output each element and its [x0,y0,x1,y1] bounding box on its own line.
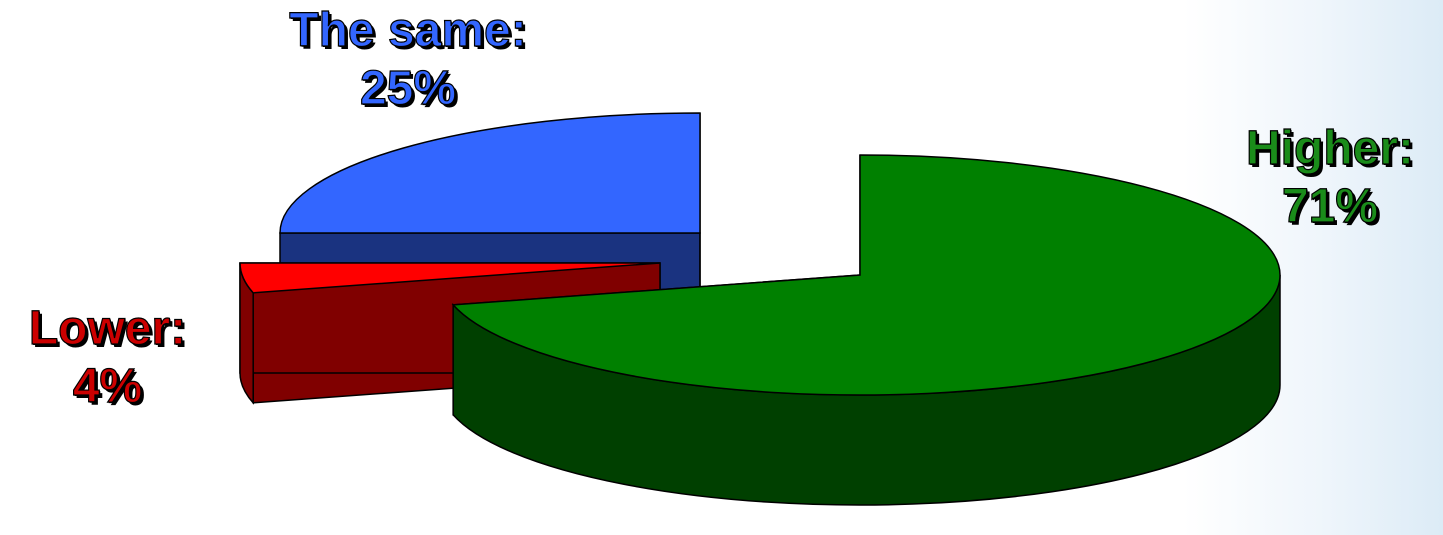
pie-slice-tops [239,112,1281,506]
data-label-the-same-name: The same: [289,3,528,57]
pie-slice-the-same-top [279,112,701,234]
data-label-the-same-value: 25% [359,61,457,115]
data-label-lower-name: Lower: [28,301,187,355]
data-label-higher-name: Higher: [1245,121,1414,175]
data-label-lower: Lower: 4% [0,300,215,416]
data-label-higher-value: 71% [1281,179,1379,233]
pie-slice-higher-top [451,154,1281,396]
pie-slice-lower-top [239,262,661,294]
pie-slice-higher [451,154,1281,506]
data-label-higher: Higher: 71% [1210,120,1443,236]
data-label-the-same: The same: 25% [258,2,558,118]
data-label-lower-value: 4% [72,359,143,413]
